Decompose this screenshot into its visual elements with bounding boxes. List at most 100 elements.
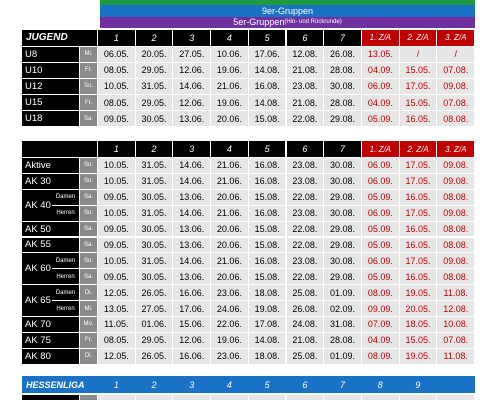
extra-date-cell: 08.08.	[437, 221, 475, 237]
extra-date-cell: 04.09.	[362, 95, 399, 111]
row-day: Sa.	[80, 189, 97, 205]
row-name: AK 55	[22, 237, 79, 253]
extra-date-cell: 07.08.	[437, 62, 475, 78]
banner: 9er-Gruppen	[100, 5, 475, 17]
date-cell: 21.06.	[211, 158, 248, 173]
league-cell	[248, 395, 286, 400]
row-day: Sa.	[80, 111, 97, 127]
row-subgroup: Herren	[52, 205, 79, 221]
date-cell: 30.05.	[135, 269, 173, 285]
date-cell: 10.05.	[98, 205, 135, 221]
date-cell: 12.06.	[173, 332, 211, 348]
league-column-header: 4	[226, 379, 232, 390]
date-cell: 15.08.	[248, 269, 286, 285]
date-cell: 24.08.	[286, 317, 324, 332]
league-column-header: 9	[415, 379, 421, 390]
extra-date-cell: 07.08.	[437, 95, 475, 111]
date-cell: 14.06.	[173, 158, 211, 173]
league-row-name	[22, 395, 79, 400]
date-cell: 14.06.	[173, 78, 211, 95]
date-cell: 11.05.	[98, 317, 135, 332]
extra-date-cell: 09.09.	[362, 301, 399, 316]
row-subgroup: Herren	[52, 301, 79, 316]
row-subgroup: Damen	[52, 189, 79, 205]
date-cell: 30.08.	[324, 78, 361, 95]
row-name: AK 70	[22, 317, 79, 332]
extra-date-cell: 04.09.	[362, 62, 399, 78]
date-cell: 30.05.	[135, 111, 173, 127]
date-cell: 08.05.	[98, 62, 135, 78]
column-header: 3	[173, 141, 211, 157]
date-cell: 13.06.	[173, 237, 211, 253]
date-cell: 30.08.	[324, 173, 361, 189]
extra-date-cell: 15.05.	[399, 332, 437, 348]
league-cell	[286, 395, 324, 400]
date-cell: 13.06.	[173, 269, 211, 285]
date-cell: 15.08.	[248, 111, 286, 127]
column-header: 2	[135, 141, 173, 157]
row-day: Sa.	[80, 221, 97, 237]
extra-date-cell: 16.05.	[399, 269, 437, 285]
extra-date-cell: 17.05.	[399, 78, 437, 95]
date-cell: 23.06.	[211, 348, 248, 364]
league-cell	[437, 395, 474, 400]
column-header: 5	[248, 141, 286, 157]
extra-date-cell: 17.05.	[399, 158, 437, 173]
date-cell: 10.05.	[98, 173, 135, 189]
extra-date-cell: 06.09.	[362, 78, 399, 95]
league-cell	[173, 395, 211, 400]
extra-date-cell: 10.08.	[437, 317, 475, 332]
date-cell: 22.08.	[286, 111, 324, 127]
extra-column-header: 3. Z/A	[437, 30, 475, 46]
row-name: AK 75	[22, 332, 79, 348]
column-header: 1	[98, 30, 135, 46]
date-cell: 18.08.	[248, 285, 286, 301]
extra-date-cell: 16.05.	[399, 237, 437, 253]
date-cell: 01.09.	[324, 285, 361, 301]
row-subgroup: Damen	[52, 253, 79, 269]
date-cell: 10.06.	[211, 46, 248, 62]
date-cell: 13.06.	[173, 221, 211, 237]
date-cell: 06.05.	[98, 46, 135, 62]
date-cell: 30.05.	[135, 237, 173, 253]
date-cell: 27.05.	[135, 301, 173, 316]
extra-date-cell: 15.05.	[399, 62, 437, 78]
banner-label: 5er-Gruppen	[233, 17, 285, 28]
date-cell: 15.06.	[173, 317, 211, 332]
date-cell: 31.05.	[135, 173, 173, 189]
banner-bar	[100, 0, 475, 5]
date-cell: 14.08.	[248, 332, 286, 348]
column-header: 6	[286, 30, 324, 46]
league-cell	[399, 395, 437, 400]
row-name: AK 60	[22, 253, 52, 285]
extra-column-header: 3. Z/A	[437, 141, 475, 157]
date-cell: 14.06.	[173, 205, 211, 221]
date-cell: 26.08.	[324, 46, 361, 62]
date-cell: 16.08.	[248, 205, 286, 221]
row-name: U12	[22, 78, 79, 95]
date-cell: 25.08.	[286, 348, 324, 364]
extra-column-header: 2. Z/A	[399, 30, 437, 46]
date-cell: 14.08.	[248, 62, 286, 78]
extra-column-header: 1. Z/A	[362, 30, 399, 46]
date-cell: 22.08.	[286, 189, 324, 205]
date-cell: 31.05.	[135, 205, 173, 221]
banner: 5er-Gruppen (Hin- und Rückrunde)	[100, 16, 475, 28]
date-cell: 31.08.	[324, 317, 361, 332]
extra-date-cell: 09.08.	[437, 205, 475, 221]
date-cell: 29.05.	[135, 62, 173, 78]
league-title: HESSENLIGA	[26, 379, 85, 390]
date-cell: 19.08.	[248, 301, 286, 316]
league-column-header: 3	[189, 379, 195, 390]
date-cell: 22.08.	[286, 269, 324, 285]
date-cell: 21.06.	[211, 253, 248, 269]
date-cell: 13.06.	[173, 189, 211, 205]
extra-date-cell: 05.09.	[362, 237, 399, 253]
extra-date-cell: 12.08.	[437, 301, 475, 316]
extra-date-cell: 05.09.	[362, 189, 399, 205]
league-cell	[324, 395, 361, 400]
extra-date-cell: 07.09.	[362, 317, 399, 332]
extra-column-header: 1. Z/A	[362, 141, 399, 157]
row-name: AK 30	[22, 173, 79, 189]
column-header: 1	[98, 141, 135, 157]
